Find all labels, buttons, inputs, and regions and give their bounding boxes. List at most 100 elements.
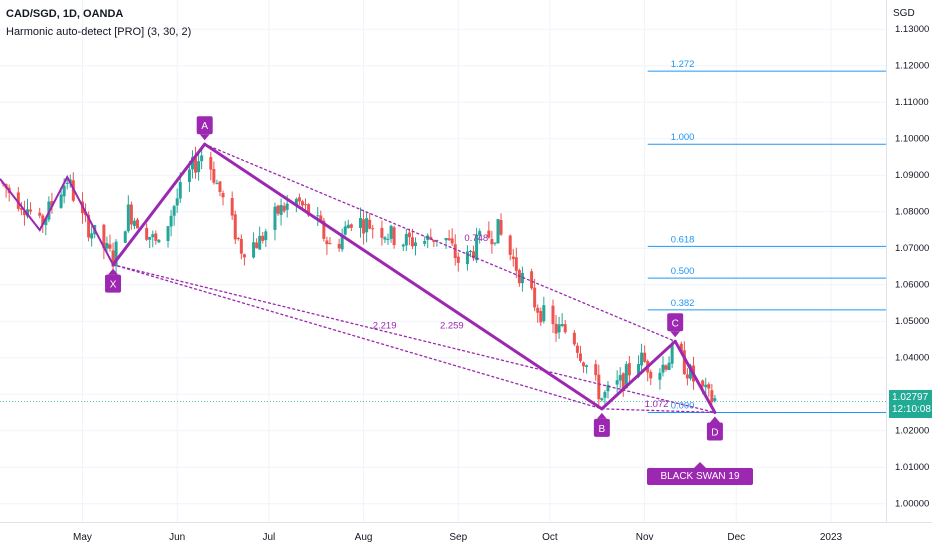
candle-body (551, 305, 555, 325)
candle-body (129, 204, 133, 225)
pattern-point-pointer (199, 134, 210, 141)
pattern-ratio-label: 2.219 (373, 321, 397, 332)
candle-body (252, 242, 256, 258)
candle-body (701, 380, 705, 387)
candle-body (371, 228, 375, 230)
fib-level-label: 1.272 (671, 59, 695, 70)
pattern-point-marker (706, 422, 723, 441)
pattern-ratio-xd (112, 264, 716, 414)
candle-body (578, 353, 582, 361)
candle-body (615, 380, 619, 385)
candle-body (487, 230, 491, 238)
pattern-ratio-label: 2.259 (440, 321, 464, 332)
candle-body (194, 157, 198, 173)
candle-body (145, 227, 149, 240)
candle-body (664, 365, 668, 370)
candle-body (276, 205, 280, 214)
candle-body (255, 242, 259, 249)
candle-body (102, 224, 106, 249)
candle-body (233, 214, 237, 240)
candle-body (383, 237, 387, 240)
pattern-point-marker (105, 274, 122, 293)
candle-body (365, 218, 369, 233)
candle-body (230, 198, 234, 216)
candle-body (111, 250, 115, 267)
candle-body (340, 234, 344, 250)
x-tick-label: Sep (449, 532, 467, 543)
candle-body (258, 235, 262, 250)
indicator-label[interactable]: Harmonic auto-detect [PRO] (3, 30, 2) (6, 26, 192, 38)
candle-body (447, 238, 451, 241)
candle-body (346, 224, 350, 229)
candle-body (300, 201, 304, 206)
x-tick-label: Nov (636, 532, 654, 543)
candle-body (166, 226, 170, 242)
pattern-point-label: D (711, 427, 718, 438)
candle-body (661, 364, 665, 373)
pattern-point-pointer (709, 416, 720, 423)
candle-body (215, 183, 219, 185)
candle-body (50, 201, 54, 207)
candle-body (450, 238, 454, 244)
candle-body (44, 218, 48, 226)
candle-body (325, 240, 329, 245)
pattern-point-label: A (201, 121, 208, 132)
candle-body (404, 233, 408, 246)
y-tick-label: 1.02000 (895, 426, 929, 437)
fib-level-label: 0.618 (671, 234, 695, 245)
candle-body (200, 155, 204, 162)
candle-body (539, 311, 543, 323)
candle-body (132, 220, 136, 227)
candle-body (236, 238, 240, 240)
currency-label: SGD (893, 8, 915, 19)
candle-body (575, 345, 579, 353)
candle-body (643, 352, 647, 362)
pattern-leg-bc (600, 339, 677, 411)
candle-body (212, 168, 216, 183)
candle-body (148, 236, 152, 240)
candle-body (349, 224, 353, 228)
candle-body (432, 239, 436, 243)
candle-body (197, 161, 201, 173)
x-tick-label: 2023 (820, 532, 843, 543)
candle-body (658, 372, 662, 380)
candle-body (16, 192, 20, 209)
y-tick-label: 1.09000 (895, 170, 929, 181)
candle-body (294, 198, 298, 205)
candle-body (554, 323, 558, 334)
candle-body (585, 365, 589, 367)
fib-level-label: 1.000 (671, 132, 695, 143)
pattern-point-label: X (110, 280, 117, 291)
candle-body (316, 215, 320, 217)
candle-body (465, 251, 469, 265)
candle-body (154, 233, 158, 241)
candle-body (389, 225, 393, 239)
fib-level-label: 0.500 (671, 266, 695, 277)
chart-title[interactable]: CAD/SGD, 1D, OANDA (6, 8, 124, 20)
candle-body (157, 239, 161, 243)
candle-body (682, 350, 686, 375)
candle-body (19, 208, 23, 210)
candle-body (29, 209, 33, 212)
y-tick-label: 1.00000 (895, 499, 929, 510)
candle-body (285, 203, 289, 210)
candle-body (640, 352, 644, 366)
candle-body (151, 234, 155, 238)
pattern-ratio-label: 1.072 (645, 399, 669, 410)
candle-body (126, 204, 130, 232)
x-tick-label: May (73, 532, 92, 543)
y-tick-label: 1.05000 (895, 316, 929, 327)
candle-body (572, 332, 576, 345)
candle-body (22, 211, 26, 216)
candle-body (304, 204, 308, 206)
pattern-point-marker (593, 418, 610, 437)
candle-body (401, 244, 405, 247)
candle-body (178, 182, 182, 199)
candle-body (603, 392, 607, 398)
candle-body (175, 198, 179, 206)
y-tick-label: 1.08000 (895, 207, 929, 218)
candle-body (123, 231, 127, 243)
candle-body (343, 226, 347, 235)
pattern-leg-ab (203, 142, 604, 411)
